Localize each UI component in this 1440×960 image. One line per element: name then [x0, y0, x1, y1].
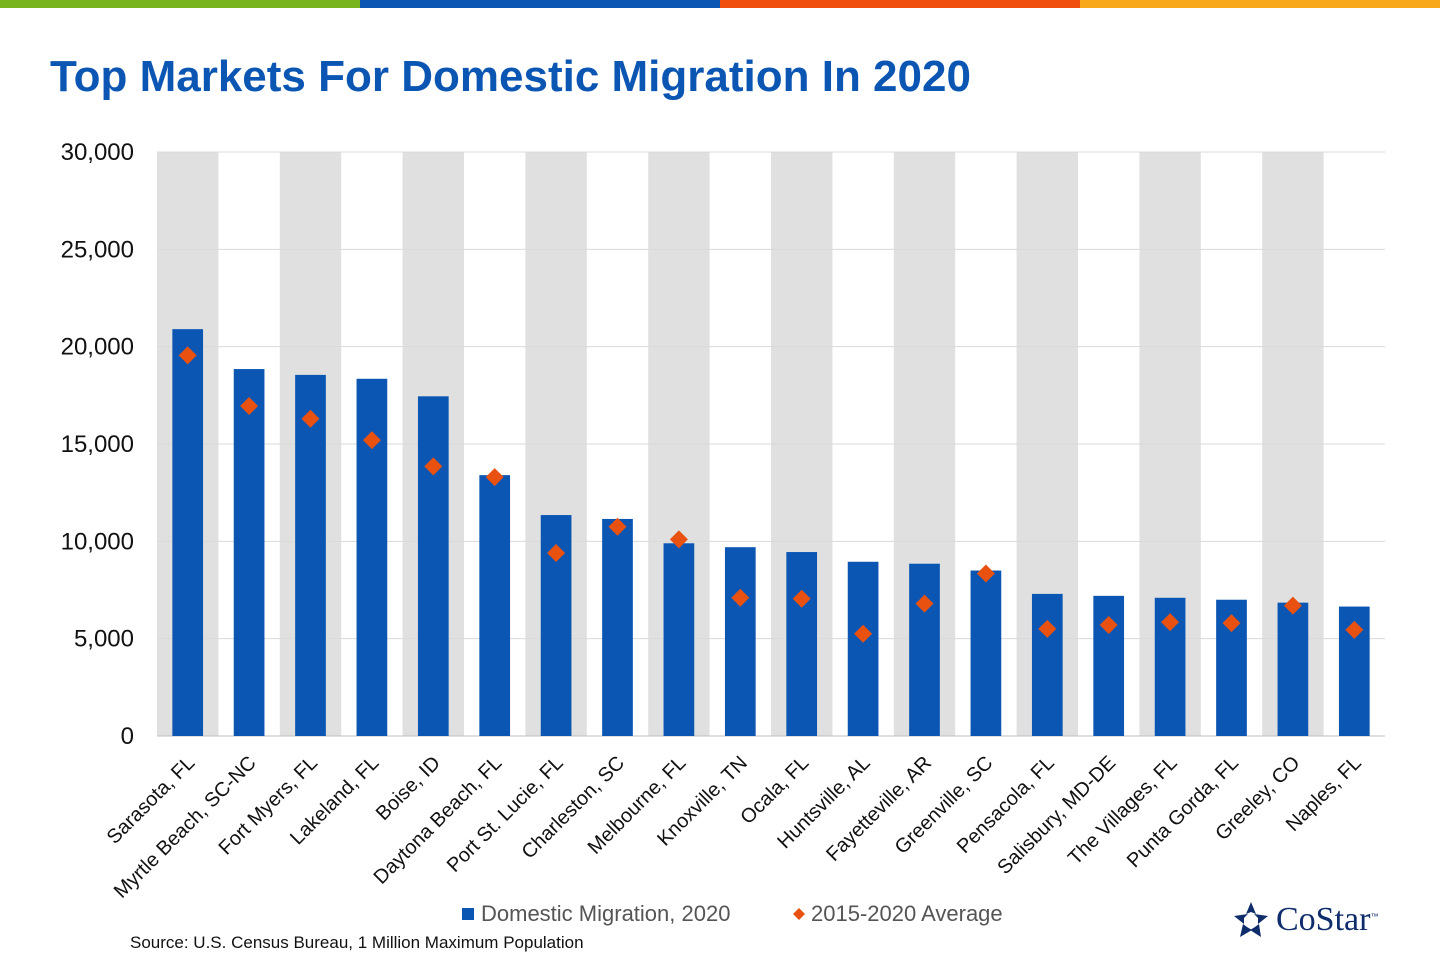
avg-marker-18: [1283, 596, 1302, 615]
legend-bar-swatch: [462, 908, 474, 920]
top-bar-yellow: [1080, 0, 1440, 8]
top-bar-orange: [720, 0, 1080, 8]
top-color-bar: [0, 0, 1440, 8]
x-tick-label: The Villages, FL: [1064, 752, 1181, 869]
legend-marker-label: 2015-2020 Average: [811, 901, 1003, 926]
avg-marker-14: [1038, 619, 1057, 638]
bar-1: [233, 369, 265, 736]
top-bar-green: [0, 0, 360, 8]
bar-14: [1031, 593, 1063, 736]
avg-marker-9: [731, 588, 750, 607]
source-note: Source: U.S. Census Bureau, 1 Million Ma…: [130, 933, 584, 952]
bar-0: [172, 329, 204, 736]
costar-logo-text: CoStar: [1276, 901, 1371, 938]
bar-11: [847, 561, 879, 736]
avg-marker-17: [1222, 614, 1241, 633]
top-bar-blue: [360, 0, 720, 8]
legend-bar-label: Domestic Migration, 2020: [481, 901, 730, 926]
chart-title: Top Markets For Domestic Migration In 20…: [50, 52, 971, 101]
y-tick-label: 5,000: [74, 626, 134, 653]
y-tick-label: 15,000: [61, 431, 134, 458]
avg-marker-0: [178, 346, 197, 365]
y-tick-label: 25,000: [61, 236, 134, 263]
avg-marker-11: [854, 624, 873, 643]
avg-marker-5: [485, 468, 504, 487]
avg-marker-8: [669, 530, 688, 549]
y-tick-label: 30,000: [61, 139, 134, 166]
bar-4: [417, 396, 449, 736]
y-tick-label: 10,000: [61, 528, 134, 555]
costar-logo-tm: ™: [1370, 912, 1379, 921]
avg-marker-3: [362, 431, 381, 450]
avg-marker-12: [915, 594, 934, 613]
bar-12: [909, 563, 940, 736]
y-tick-label: 20,000: [61, 334, 134, 361]
bar-7: [602, 518, 633, 736]
x-tick-label: Salisbury, MD-DE: [993, 752, 1120, 879]
y-tick-label: 0: [121, 723, 134, 750]
avg-marker-10: [792, 589, 811, 608]
legend-marker-swatch: [793, 908, 805, 920]
avg-marker-1: [240, 397, 259, 416]
avg-marker-13: [976, 564, 995, 583]
avg-marker-4: [424, 457, 443, 476]
avg-marker-2: [301, 409, 320, 428]
bar-9: [724, 547, 756, 736]
bar-5: [479, 475, 511, 736]
bar-2: [295, 374, 326, 736]
costar-star-icon: [1234, 902, 1268, 937]
avg-marker-6: [547, 544, 566, 563]
x-tick-label: Port St. Lucie, FL: [443, 752, 568, 877]
avg-marker-16: [1161, 613, 1180, 632]
x-tick-label: Fayetteville, AR: [822, 752, 936, 866]
bar-10: [786, 552, 818, 736]
bar-18: [1277, 602, 1309, 736]
costar-logo: CoStar ™: [1232, 900, 1378, 940]
bar-13: [970, 570, 1002, 736]
x-tick-label: Punta Gorda, FL: [1123, 752, 1243, 872]
avg-marker-7: [608, 517, 627, 536]
bar-8: [663, 543, 695, 736]
avg-marker-19: [1345, 620, 1364, 639]
avg-marker-15: [1099, 616, 1118, 635]
